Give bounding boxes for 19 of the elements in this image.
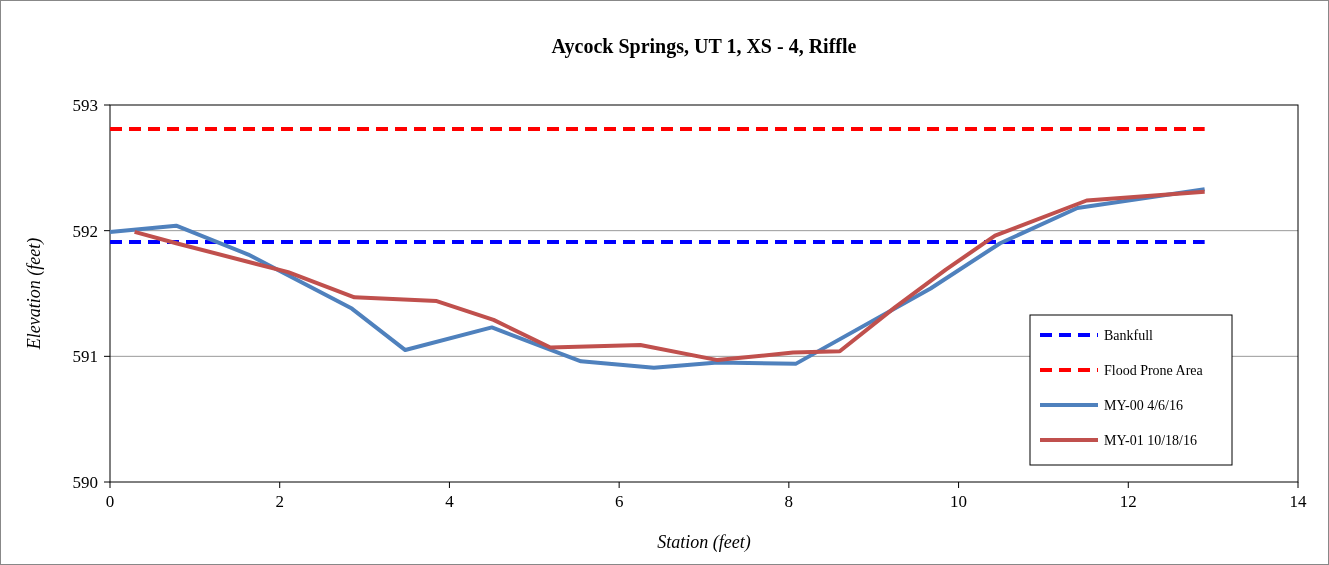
y-tick-label: 592 [72, 221, 98, 241]
x-axis-title: Station (feet) [657, 532, 751, 553]
x-tick-label: 4 [445, 492, 455, 511]
legend-label: Flood Prone Area [1104, 363, 1204, 378]
x-tick-label: 6 [614, 492, 624, 511]
x-tick-label: 12 [1119, 492, 1137, 511]
x-tick-label: 14 [1289, 492, 1307, 511]
x-tick-label: 2 [275, 492, 284, 511]
y-axis-title: Elevation (feet) [24, 237, 45, 351]
legend-label: MY-00 4/6/16 [1104, 398, 1183, 413]
x-tick-label: 8 [784, 492, 794, 511]
legend-label: Bankfull [1104, 328, 1154, 343]
x-tick-label: 10 [950, 492, 968, 511]
y-tick-label: 593 [72, 96, 98, 115]
x-tick-label: 0 [105, 492, 115, 511]
y-tick-label: 591 [72, 347, 98, 367]
legend-label: MY-01 10/18/16 [1104, 433, 1197, 448]
y-tick-label: 590 [72, 473, 98, 492]
chart-title: Aycock Springs, UT 1, XS - 4, Riffle [551, 35, 857, 58]
